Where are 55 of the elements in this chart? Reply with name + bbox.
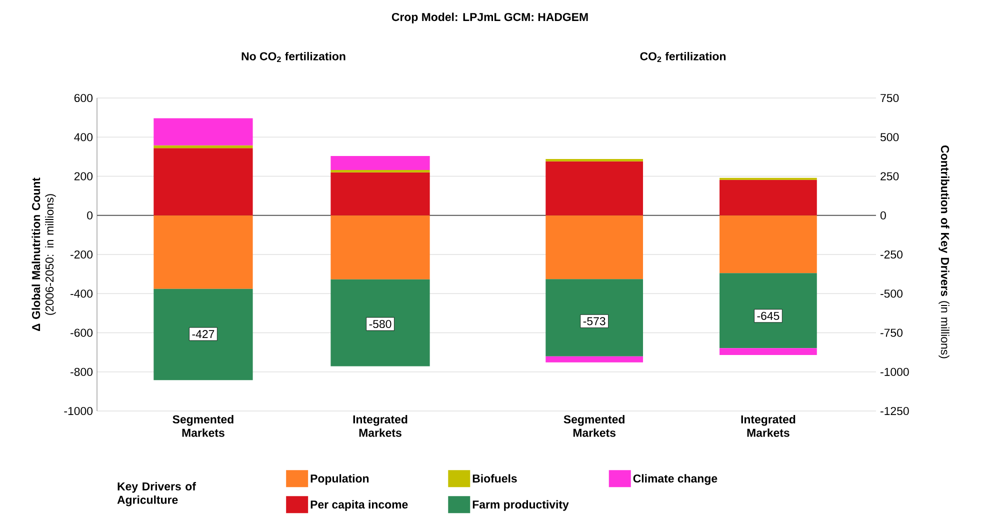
bar [330, 279, 430, 366]
y2-tick-label: -250 [880, 250, 903, 259]
y-tick-label: -800 [70, 368, 93, 376]
bar [154, 148, 253, 216]
y-tick-label: 600 [74, 94, 93, 102]
bar [546, 215, 644, 280]
total-label: -573 [583, 317, 606, 326]
chart-subtitle: No CO$_{2}$ fertilization [242, 52, 346, 62]
legend-label: Per capita income [310, 500, 408, 511]
x-tick-label: Segmented Markets [172, 415, 234, 437]
y2-tick-label: -500 [880, 290, 903, 298]
bar [330, 156, 430, 170]
bar [546, 279, 644, 356]
y-tick-label: 400 [74, 133, 93, 142]
y2-tick-label: -750 [880, 328, 903, 337]
legend-label: Farm productivity [472, 500, 569, 511]
total-label: -580 [369, 320, 392, 328]
bar [720, 180, 817, 216]
y-tick-label: -400 [70, 290, 93, 298]
y-tick-label: 200 [74, 172, 93, 180]
y-tick-label: 0 [87, 211, 93, 220]
y-tick-label: -600 [70, 328, 93, 337]
y2-axis-title: Contribution of Key Drivers (in millions) [938, 146, 950, 358]
bar [546, 356, 644, 362]
bar [330, 172, 430, 216]
y2-tick-label: 250 [880, 172, 899, 180]
bar [154, 145, 253, 148]
legend-title: Key Drivers of Agriculture [117, 482, 196, 506]
total-label: -427 [192, 330, 214, 338]
bar [720, 348, 817, 355]
bar [330, 170, 430, 172]
bar [154, 288, 253, 380]
bar [720, 215, 817, 274]
bar [154, 215, 253, 289]
y-tick-label: -1000 [64, 406, 93, 416]
y2-tick-label: 750 [880, 94, 899, 102]
y-axis-title: Δ Global Malnutrition Count (2006-2050: in millions) [32, 178, 56, 332]
x-tick-label: Integrated Markets [353, 415, 408, 437]
y2-tick-label: -1250 [880, 406, 909, 416]
chart-title: Crop Model: LPJmL GCM: HADGEM [392, 12, 588, 24]
y2-tick-label: -1000 [880, 368, 909, 376]
bar [330, 215, 430, 280]
bar [720, 273, 817, 348]
y2-tick-label: 500 [880, 133, 899, 142]
legend-label: Climate change [633, 474, 718, 485]
legend-label: Population [310, 474, 369, 485]
bar [154, 118, 253, 146]
legend-label: Biofuels [472, 474, 517, 483]
y2-tick-label: 0 [880, 211, 886, 220]
x-tick-label: Integrated Markets [741, 415, 796, 437]
bar [546, 161, 644, 216]
x-tick-label: Segmented Markets [564, 415, 624, 437]
total-label: -645 [757, 312, 780, 320]
y-tick-label: -200 [70, 250, 93, 259]
chart-subtitle: CO$_{2}$ fertilization [640, 52, 726, 62]
